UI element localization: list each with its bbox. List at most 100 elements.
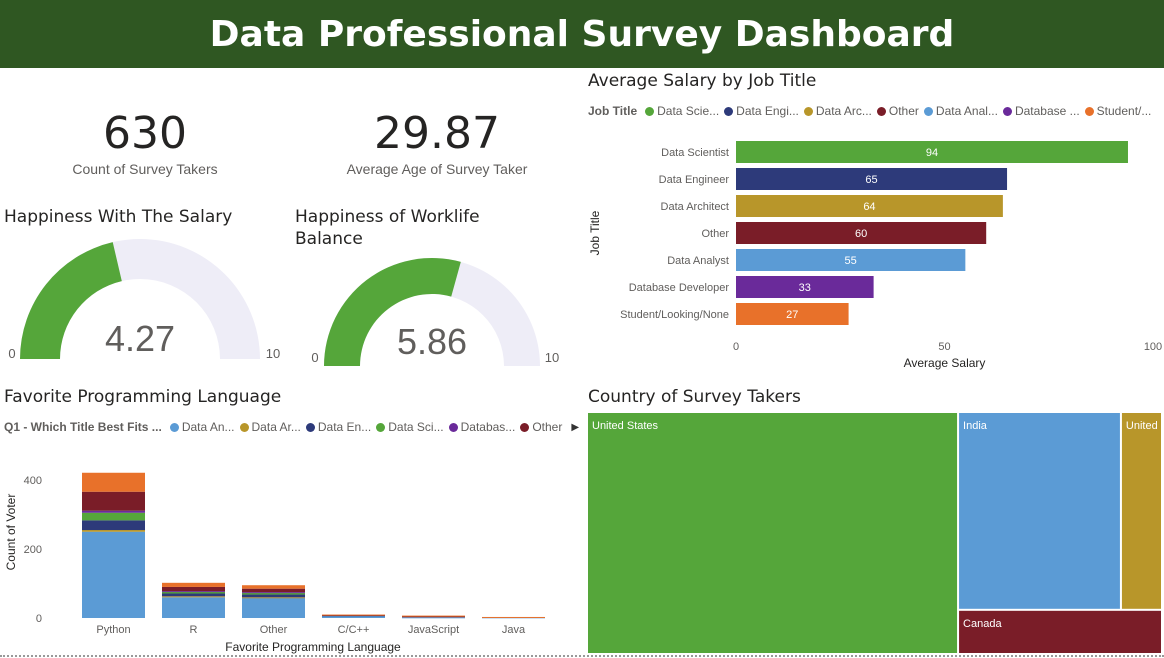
language-bar-segment[interactable] xyxy=(322,614,385,616)
language-bar-segment[interactable] xyxy=(82,531,145,618)
language-x-axis-label: Favorite Programming Language xyxy=(225,640,401,654)
salary-legend-label: Database ... xyxy=(1014,104,1080,118)
salary-category-label: Data Scientist xyxy=(661,147,729,159)
language-bar-segment[interactable] xyxy=(82,491,145,511)
gauge-worklife-title: Happiness of Worklife Balance xyxy=(295,207,480,249)
salary-x-axis-label: Average Salary xyxy=(904,356,986,370)
salary-category-label: Data Engineer xyxy=(659,174,730,186)
salary-legend[interactable]: Job Title Data Scie... Data Engi... Data A… xyxy=(588,104,1156,118)
gauge-salary-max: 10 xyxy=(266,346,280,361)
language-category-label: Other xyxy=(260,624,288,636)
salary-legend-dot xyxy=(923,106,933,116)
salary-bar[interactable] xyxy=(736,276,874,298)
salary-legend-item[interactable]: Other xyxy=(876,104,919,118)
country-tile[interactable] xyxy=(588,413,958,653)
language-bar-segment[interactable] xyxy=(402,616,465,618)
country-tile[interactable] xyxy=(1121,413,1161,609)
country-tile[interactable] xyxy=(959,413,1120,609)
language-legend-item[interactable]: Data Sci... xyxy=(376,420,444,434)
salary-bar-value: 65 xyxy=(865,174,877,186)
language-bar-segment[interactable] xyxy=(242,592,305,594)
salary-bar[interactable] xyxy=(736,303,849,325)
language-bar-segment[interactable] xyxy=(242,597,305,599)
language-legend-item[interactable]: Data An... xyxy=(169,420,235,434)
language-category-label: JavaScript xyxy=(408,624,459,636)
language-bar-segment[interactable] xyxy=(402,615,465,617)
salary-bar-value: 60 xyxy=(855,228,867,240)
language-bar-segment[interactable] xyxy=(82,472,145,492)
salary-legend-label: Data Scie... xyxy=(657,104,720,118)
language-y-tick: 200 xyxy=(24,544,42,556)
salary-legend-item[interactable]: Data Engi... xyxy=(724,104,799,118)
language-legend-item[interactable]: Data En... xyxy=(305,420,372,434)
language-bar-segment[interactable] xyxy=(162,593,225,597)
language-category-label: R xyxy=(190,624,198,636)
language-legend-dot xyxy=(520,422,530,432)
salary-category-label: Database Developer xyxy=(629,282,730,294)
gauge-salary[interactable]: 4.27 0 10 xyxy=(0,236,290,370)
language-legend-label: Data Sci... xyxy=(388,420,444,434)
salary-legend-item[interactable]: Data Arc... xyxy=(803,104,872,118)
language-legend-dot xyxy=(376,422,386,432)
language-legend-item[interactable]: Databas... xyxy=(448,420,515,434)
salary-bar[interactable] xyxy=(736,141,1128,163)
language-bar-segment[interactable] xyxy=(82,512,145,521)
language-legend-label: Data En... xyxy=(317,420,372,434)
language-bar-segment[interactable] xyxy=(242,592,305,595)
language-legend-item[interactable]: Other xyxy=(520,420,562,434)
language-legend-label: Other xyxy=(532,420,563,434)
gauge-salary-title: Happiness With The Salary xyxy=(4,207,233,227)
salary-legend-item[interactable]: Student/... xyxy=(1084,104,1152,118)
salary-chart-title: Average Salary by Job Title xyxy=(588,71,817,91)
language-bar-segment[interactable] xyxy=(482,616,545,618)
language-legend-dot xyxy=(169,422,179,432)
language-legend-dot xyxy=(448,422,458,432)
salary-legend-label: Data Anal... xyxy=(935,104,998,118)
salary-legend-item[interactable]: Data Anal... xyxy=(923,104,998,118)
salary-y-axis-label: Job Title xyxy=(588,210,602,255)
language-bar-segment[interactable] xyxy=(82,520,145,531)
language-bar-segment[interactable] xyxy=(242,597,305,618)
salary-bar[interactable] xyxy=(736,168,1008,190)
language-bar-segment[interactable] xyxy=(242,594,305,598)
salary-bar-chart[interactable]: Data Scientist 94 Data Engineer 65 Data Arch… xyxy=(585,128,1164,378)
gauge-worklife[interactable]: 5.86 0 10 xyxy=(290,236,580,370)
kpi-card-count[interactable]: 630 Count of Survey Takers xyxy=(40,108,250,177)
language-bar-segment[interactable] xyxy=(402,617,465,619)
language-bar-segment[interactable] xyxy=(162,591,225,593)
kpi-age-label: Average Age of Survey Taker xyxy=(346,161,528,177)
language-bar-segment[interactable] xyxy=(322,615,385,618)
language-legend[interactable]: Q1 - Which Title Best Fits ... Data An..… xyxy=(4,420,579,434)
language-bar-segment[interactable] xyxy=(162,586,225,592)
language-bar-segment[interactable] xyxy=(162,582,225,587)
language-legend-item[interactable]: Data Ar... xyxy=(239,420,301,434)
salary-legend-label: Student/... xyxy=(1096,104,1152,118)
language-bar-segment[interactable] xyxy=(162,596,225,598)
gauge-worklife-value: 5.86 xyxy=(397,321,467,362)
salary-bar[interactable] xyxy=(736,222,987,244)
country-tile[interactable] xyxy=(959,610,1161,653)
kpi-card-age[interactable]: 29.87 Average Age of Survey Taker xyxy=(322,108,552,177)
language-bar-segment[interactable] xyxy=(242,588,305,593)
language-legend-next-arrow[interactable]: ▶ xyxy=(571,421,580,433)
country-tile-label: United States xyxy=(592,420,659,432)
language-bar-chart[interactable]: 0 200 400 Python R Other C/C++ JavaScript Java Fa… xyxy=(0,444,575,656)
salary-legend-item[interactable]: Database ... xyxy=(1002,104,1080,118)
salary-bar-value: 33 xyxy=(799,282,811,294)
kpi-count-value: 630 xyxy=(103,108,187,159)
language-y-axis-label: Count of Voter xyxy=(4,494,18,571)
dashboard-title: Data Professional Survey Dashboard xyxy=(209,13,955,55)
language-chart-title: Favorite Programming Language xyxy=(4,387,282,407)
language-legend-dot xyxy=(239,422,249,432)
salary-bar[interactable] xyxy=(736,249,966,271)
salary-legend-item[interactable]: Data Scie... xyxy=(645,104,719,118)
language-bar-segment[interactable] xyxy=(162,597,225,618)
language-bar-segment[interactable] xyxy=(162,591,225,594)
salary-bar[interactable] xyxy=(736,195,1003,217)
language-bar-segment[interactable] xyxy=(242,585,305,589)
country-treemap[interactable]: United States India United Ki... Canada xyxy=(587,412,1162,654)
salary-legend-label: Other xyxy=(888,104,919,118)
language-bar-segment[interactable] xyxy=(82,510,145,513)
gauge-salary-value: 4.27 xyxy=(105,318,175,359)
language-bar-segment[interactable] xyxy=(82,530,145,532)
